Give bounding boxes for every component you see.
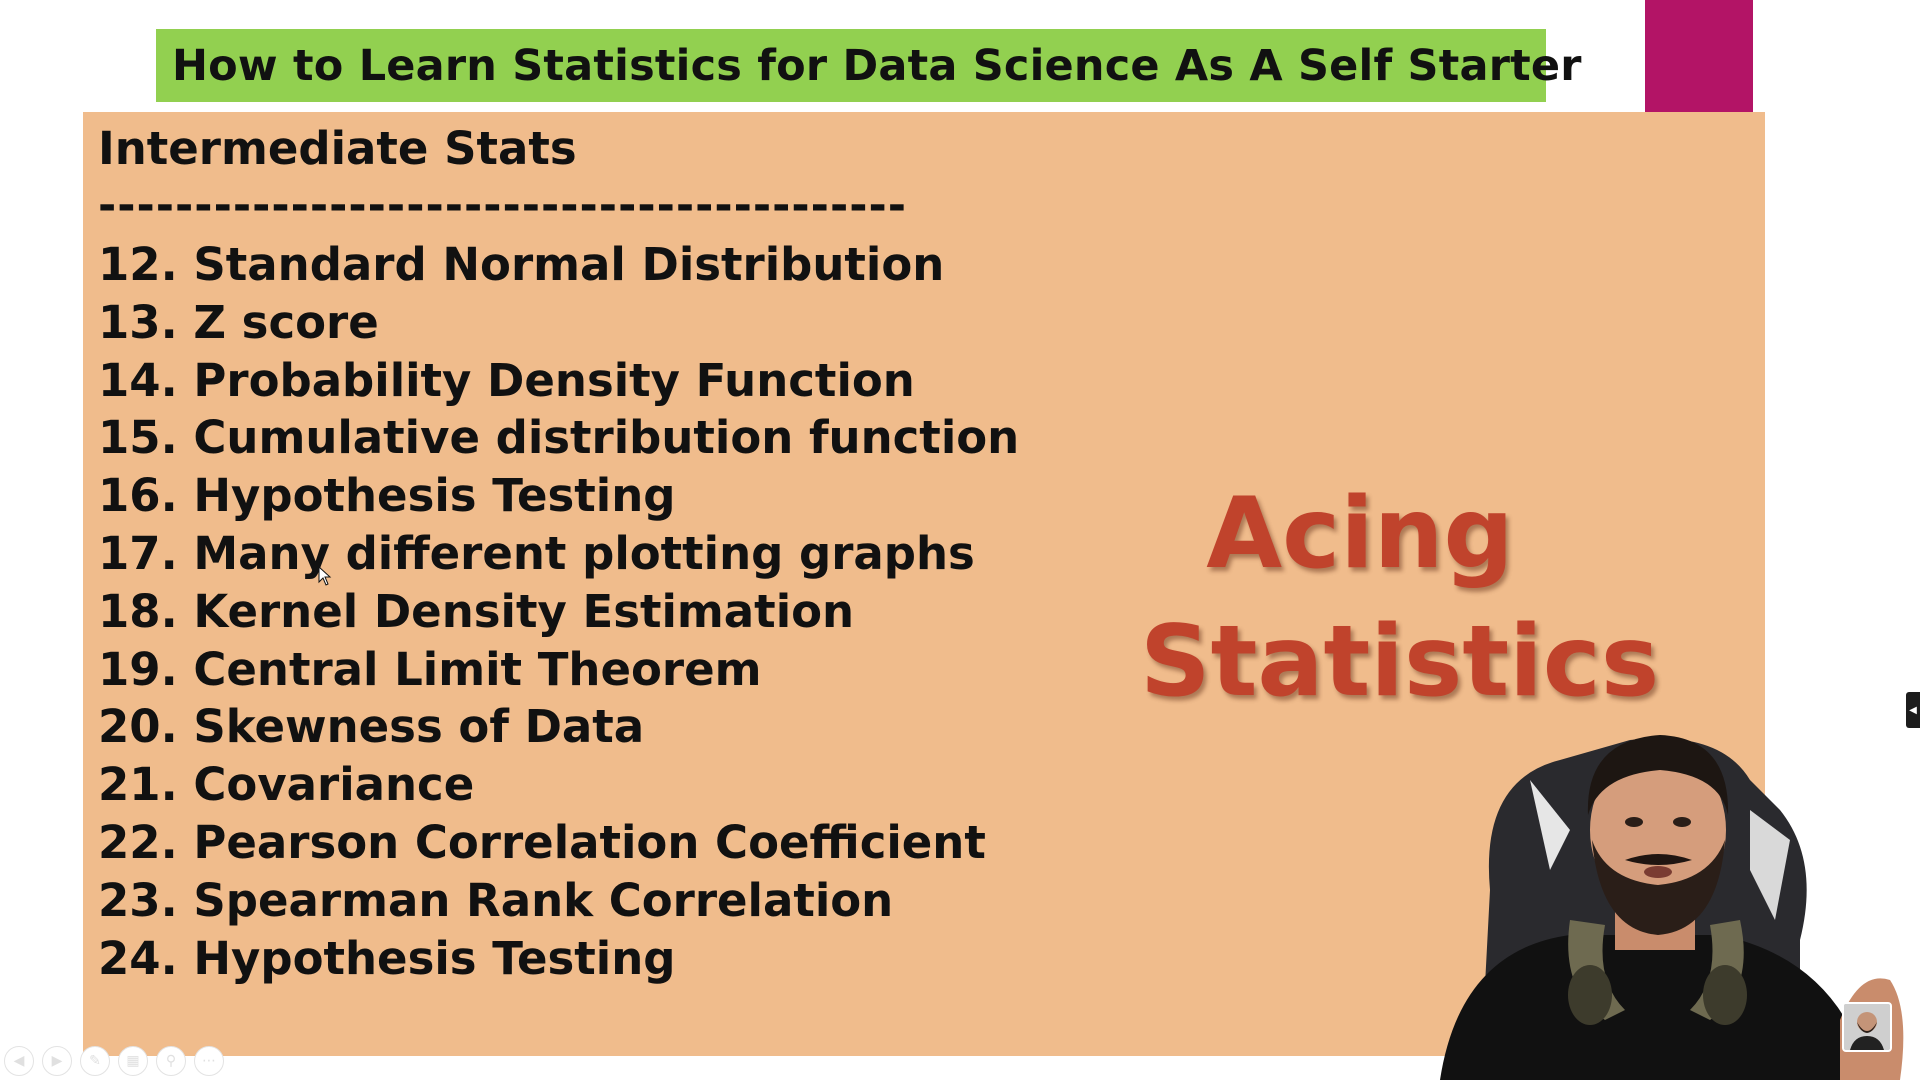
section-heading: Intermediate Stats	[98, 122, 577, 175]
previous-icon[interactable]: ◀	[4, 1046, 34, 1076]
topic-list: 12. Standard Normal Distribution 13. Z s…	[98, 236, 1019, 987]
slideshow-controls: ◀ ▶ ✎ ▦ ⚲ ⋯	[4, 1046, 224, 1076]
topic-item: 19. Central Limit Theorem	[98, 642, 762, 696]
topic-item: 18. Kernel Density Estimation	[98, 584, 855, 638]
topic-item: 20. Skewness of Data	[98, 700, 645, 754]
slide-title-bar: How to Learn Statistics for Data Science…	[156, 29, 1581, 102]
topic-item: 24. Hypothesis Testing	[98, 931, 676, 985]
topic-item: 15. Cumulative distribution function	[98, 411, 1020, 465]
topic-item: 22. Pearson Correlation Coefficient	[98, 815, 986, 869]
side-panel-toggle[interactable]: ◀	[1906, 692, 1920, 728]
mini-avatar	[1842, 1002, 1892, 1052]
callout-line-2: Statistics	[1140, 605, 1660, 719]
topic-item: 17. Many different plotting graphs	[98, 526, 975, 580]
acing-statistics-callout: Acing Statistics	[1140, 470, 1660, 726]
slide-title: How to Learn Statistics for Data Science…	[172, 40, 1582, 91]
slides-grid-icon[interactable]: ▦	[118, 1046, 148, 1076]
next-icon[interactable]: ▶	[42, 1046, 72, 1076]
zoom-icon[interactable]: ⚲	[156, 1046, 186, 1076]
topic-item: 21. Covariance	[98, 758, 475, 812]
topic-item: 16. Hypothesis Testing	[98, 469, 676, 523]
presenter-figure	[1440, 735, 1904, 1080]
divider-line: ----------------------------------------…	[98, 180, 907, 231]
chevron-left-icon: ◀	[1909, 704, 1917, 716]
topic-item: 23. Spearman Rank Correlation	[98, 873, 894, 927]
topic-item: 14. Probability Density Function	[98, 353, 915, 407]
mini-avatar-icon	[1844, 1004, 1890, 1050]
topic-item: 13. Z score	[98, 295, 379, 349]
presenter-webcam	[1420, 720, 1920, 1080]
callout-line-1: Acing	[1206, 477, 1514, 591]
content-panel	[83, 112, 1765, 1056]
more-icon[interactable]: ⋯	[194, 1046, 224, 1076]
mouse-cursor-icon	[318, 566, 332, 586]
topic-item: 12. Standard Normal Distribution	[98, 238, 945, 291]
pen-icon[interactable]: ✎	[80, 1046, 110, 1076]
accent-block	[1645, 0, 1753, 112]
